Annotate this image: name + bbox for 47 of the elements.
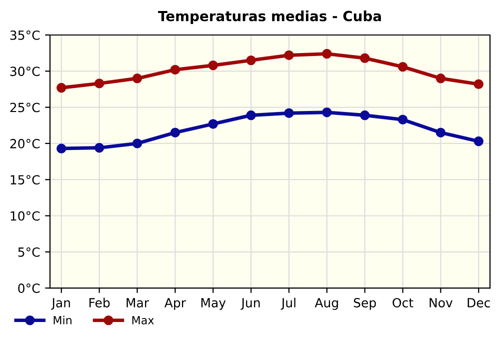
point bbox=[436, 128, 446, 138]
x-tick-label: May bbox=[201, 298, 226, 310]
y-tick-label: 10°C bbox=[10, 211, 40, 221]
y-tick-label: 20°C bbox=[10, 138, 40, 148]
point bbox=[474, 79, 484, 90]
point bbox=[436, 74, 446, 84]
x-tick-label: Mar bbox=[126, 298, 150, 308]
y-tick-label: 0°C bbox=[18, 284, 40, 293]
point bbox=[246, 55, 256, 66]
y-tick-label: 15°C bbox=[10, 175, 40, 185]
x-tick-label: Aug bbox=[314, 298, 338, 310]
point bbox=[170, 64, 180, 75]
x-tick-label: Dec bbox=[468, 298, 490, 308]
x-tick-label: Feb bbox=[89, 298, 110, 308]
point bbox=[360, 53, 370, 63]
point bbox=[208, 119, 218, 129]
point bbox=[132, 138, 142, 148]
x-tick-label: Jun bbox=[240, 298, 260, 310]
point bbox=[284, 50, 294, 60]
point bbox=[398, 62, 408, 72]
point bbox=[322, 108, 332, 118]
point bbox=[284, 108, 294, 118]
x-tick-label: Apr bbox=[164, 298, 186, 310]
y-tick-label: 35°C bbox=[10, 30, 40, 40]
point bbox=[474, 136, 484, 146]
point bbox=[94, 78, 104, 88]
legend-label: Min bbox=[54, 316, 72, 324]
point bbox=[360, 110, 370, 120]
legend-label: Max bbox=[132, 316, 154, 324]
point bbox=[56, 144, 66, 154]
y-tick-label: 25°C bbox=[10, 102, 40, 112]
x-tick-label: Jul bbox=[280, 298, 296, 310]
point bbox=[132, 74, 142, 84]
y-tick-label: 30°C bbox=[10, 66, 40, 76]
y-tick-label: 5°C bbox=[18, 247, 40, 257]
point bbox=[208, 60, 218, 70]
chart-title: Temperaturas medias - Cuba bbox=[158, 10, 381, 24]
point bbox=[170, 128, 180, 138]
x-tick-label: Oct bbox=[392, 298, 414, 308]
point bbox=[398, 114, 408, 124]
point bbox=[322, 48, 332, 59]
point bbox=[94, 142, 104, 153]
point bbox=[56, 82, 66, 93]
x-tick-label: Jan bbox=[51, 298, 70, 310]
point bbox=[246, 110, 256, 120]
x-tick-label: Sep bbox=[354, 298, 376, 310]
x-tick-label: Nov bbox=[430, 298, 453, 308]
